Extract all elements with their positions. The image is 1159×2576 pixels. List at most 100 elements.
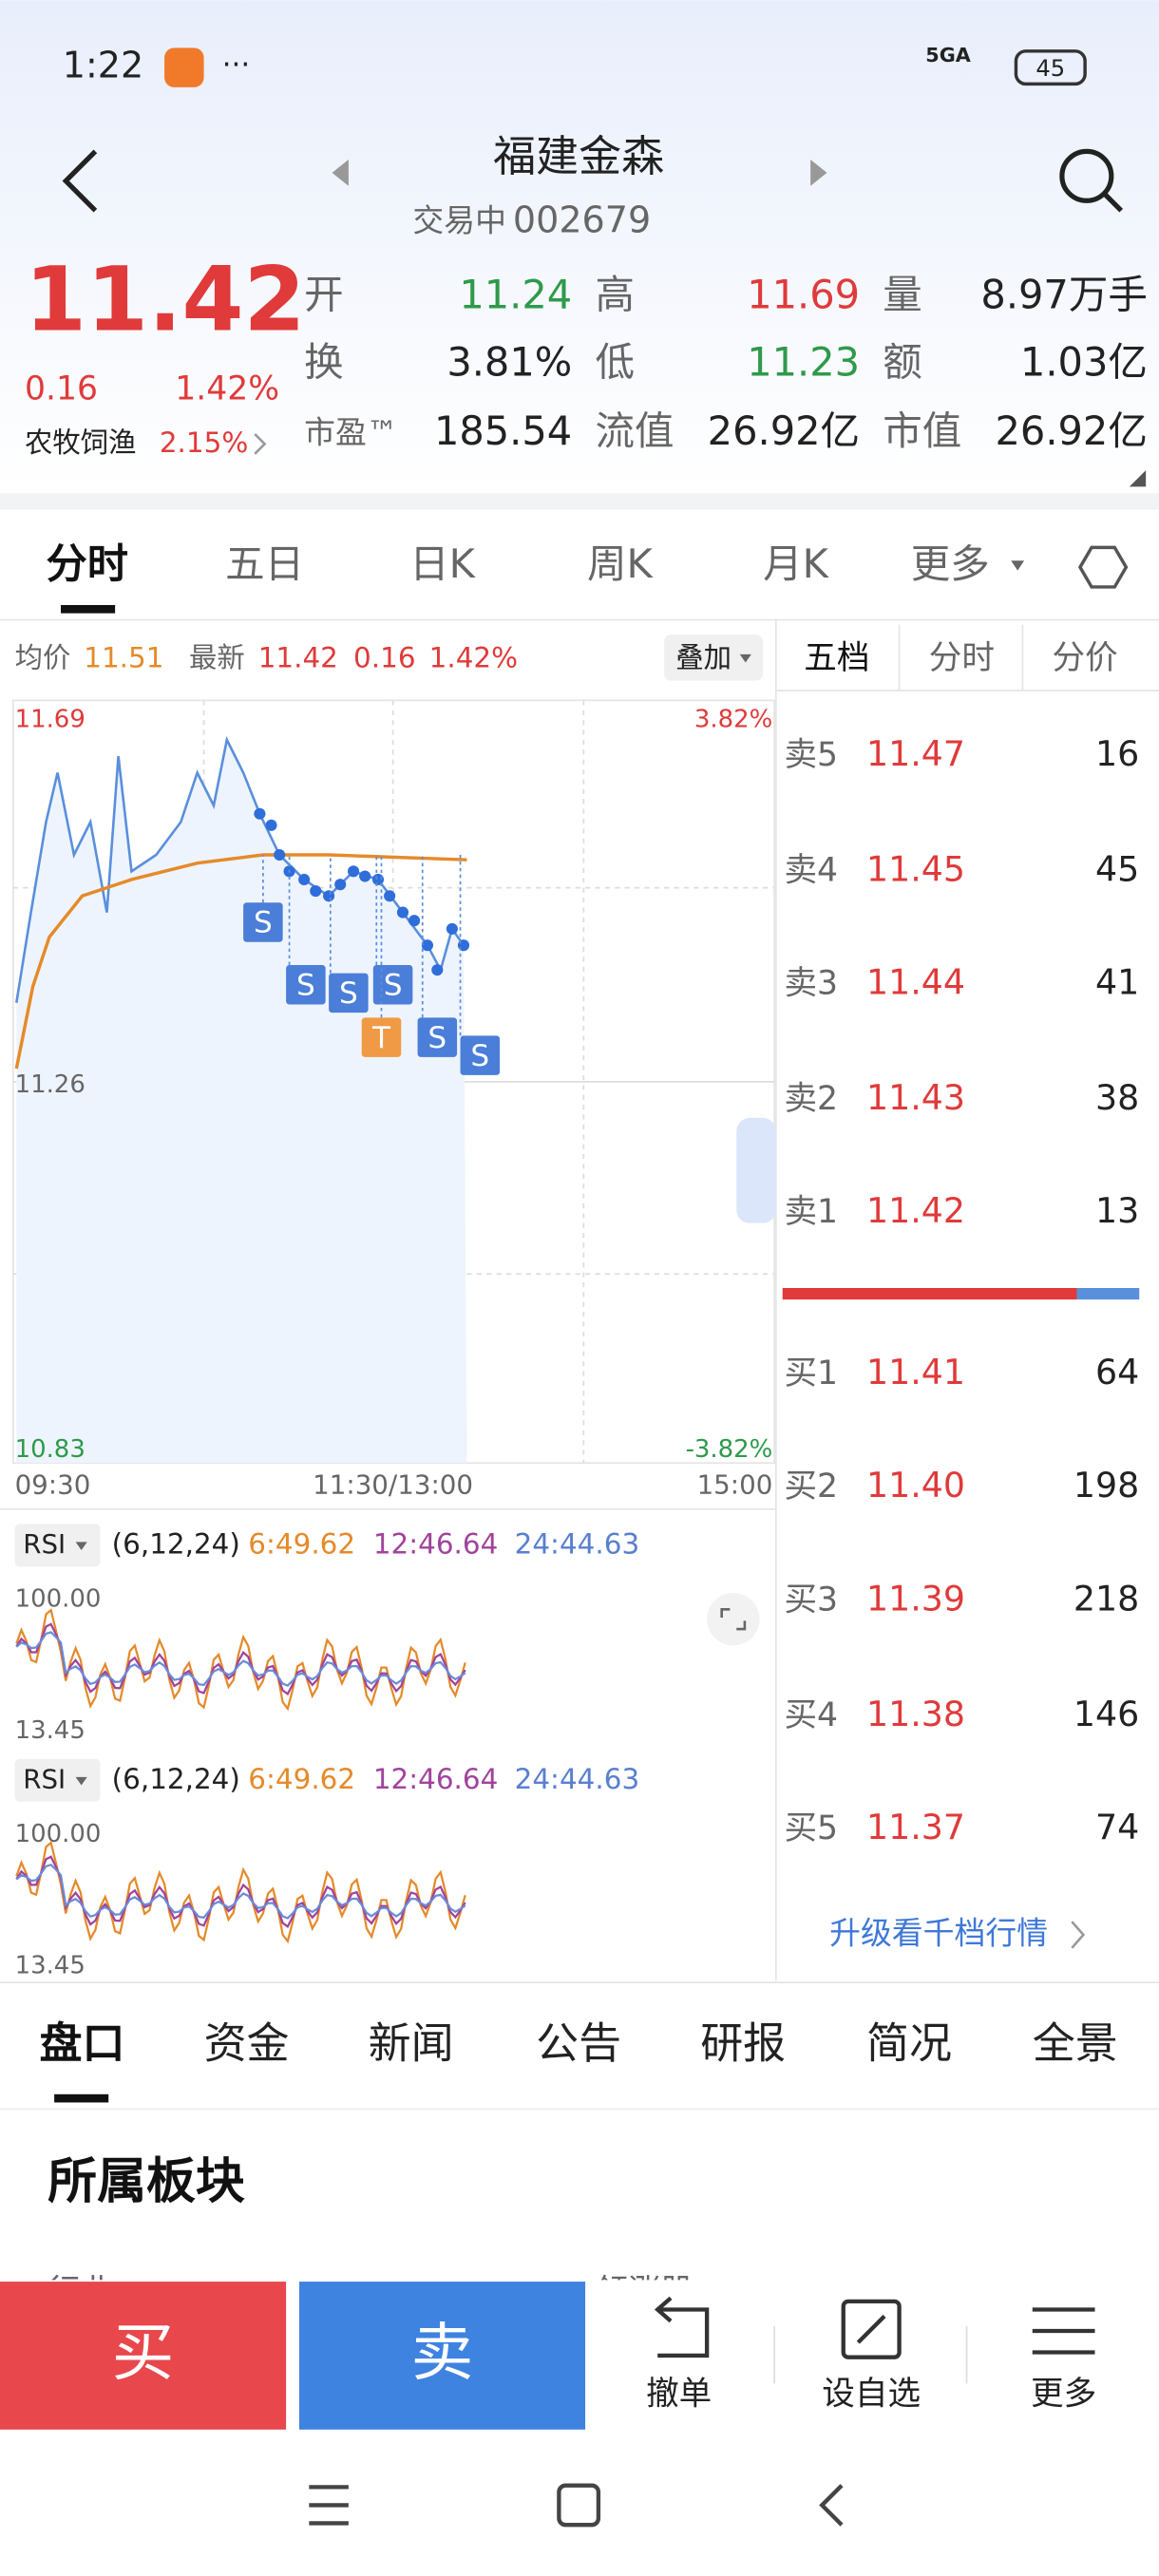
field-value: 26.92亿 [996,407,1148,454]
search[interactable] [1059,148,1114,203]
field-label: 市值 [883,407,961,454]
overlay-button[interactable] [664,635,763,681]
rsi-24: 24:44.63 [515,1527,640,1560]
next[interactable] [810,160,827,186]
back[interactable] [62,149,98,213]
book-volume: 13 [1095,1190,1139,1231]
trade-marker-label: T [371,1021,391,1055]
field-value: 185.54 [434,407,572,454]
field-value: 1.03亿 [1020,338,1148,385]
latest-change: 0.16 [353,642,415,674]
buy-label: 买 [112,2317,175,2390]
action-divider [773,2325,968,2384]
chevron [254,433,267,455]
cancel-icon[interactable] [654,2296,710,2358]
book-price: 11.39 [866,1579,965,1619]
side-handle[interactable] [736,1117,776,1223]
trade-marker [460,1035,501,1075]
section-title: 所属板块 [48,2153,245,2210]
field-label: 流值 [595,407,674,454]
trade-dot [396,906,409,919]
change-pct: 1.42% [175,369,279,407]
dropdown [75,1542,87,1551]
book-price: 11.41 [866,1352,965,1392]
rsi-bottom: 13.45 [15,1716,86,1745]
x-label: 11:30/13:00 [313,1469,473,1501]
watch-icon-pen [856,2314,886,2344]
book-volume: 64 [1095,1352,1139,1392]
book-tab-div [898,624,1024,691]
rsi-line [15,1855,466,1928]
nav-menu[interactable] [309,2485,349,2526]
book-volume: 146 [1074,1694,1139,1734]
trade-dot [348,865,360,878]
book-price: 11.40 [866,1465,965,1506]
detail-tab: 公告 [536,2018,621,2069]
trade-dot [274,848,286,862]
prev[interactable] [332,160,349,186]
action-label: 更多 [1031,2375,1096,2413]
price-line [15,735,466,1003]
book-price: 11.42 [866,1190,965,1231]
rsi-line [15,1841,466,1944]
search-handle [1103,192,1124,213]
latest-value: 11.42 [258,642,338,674]
rsi-line [15,1631,466,1687]
rsi-params: (6,12,24) [112,1527,240,1560]
book-label: 卖1 [784,1193,838,1231]
latest-label: 最新 [189,642,245,674]
tab-underline [54,2093,109,2103]
rsi-top: 100.00 [15,1584,102,1613]
field-value: 11.24 [459,271,572,317]
trade-dot [421,939,433,952]
trade-dot [384,890,396,902]
tab-underline [61,604,116,614]
settings[interactable] [1077,545,1129,589]
rsi-line [15,1622,466,1696]
book-price: 11.44 [866,962,965,1003]
trade-marker-label: S [339,976,358,1011]
field-value: 8.97万手 [980,271,1147,317]
status-time: 1:22 [63,45,143,86]
sell-button[interactable] [298,2282,586,2430]
trade-marker-label: S [296,968,315,1002]
book-volume: 41 [1095,962,1139,1003]
rsi-bottom: 13.45 [15,1951,86,1979]
rsi-6: 6:49.62 [248,1527,355,1560]
sector: 农牧饲渔 [25,426,137,459]
rsi-12: 12:46.64 [373,1763,499,1795]
separator [0,493,1159,510]
trade-dot [310,885,322,898]
field-value: 11.23 [747,338,860,385]
price: 11.42 [25,248,306,351]
trade-dot [298,873,311,886]
book-label: 买3 [784,1582,838,1619]
field-value: 11.69 [747,271,860,317]
rsi-label: RSI [23,1763,66,1794]
latest-pct: 1.42% [429,642,518,674]
overlay: 叠加 [675,642,732,674]
trade-dot [431,964,444,976]
trade-marker [243,902,283,942]
detail-tab: 新闻 [369,2018,454,2069]
watch-icon[interactable] [841,2299,902,2359]
stock-name: 福建金森 [493,131,664,181]
chart-tab: 分时 [46,541,128,589]
nav-home[interactable] [557,2483,601,2528]
pct-bottom: -3.82% [686,1435,773,1464]
more-icon[interactable] [1032,2307,1095,2355]
section-col: 领涨股 [595,2273,694,2311]
book-label: 卖5 [784,736,838,774]
trade-dot [334,879,347,891]
avg-line [14,853,467,1070]
upgrade-link: 升级看千档行情 [829,1914,1048,1951]
fullscreen[interactable] [707,1593,760,1646]
rsi-chip [14,1524,101,1567]
buy-button[interactable] [0,2282,287,2430]
rsi-label: RSI [23,1528,66,1560]
field-value: 3.81% [446,338,572,385]
trade-marker-label: S [254,906,273,940]
book-price: 11.47 [866,733,965,774]
nav-back[interactable] [819,2484,844,2527]
avg-value: 11.51 [84,642,163,674]
